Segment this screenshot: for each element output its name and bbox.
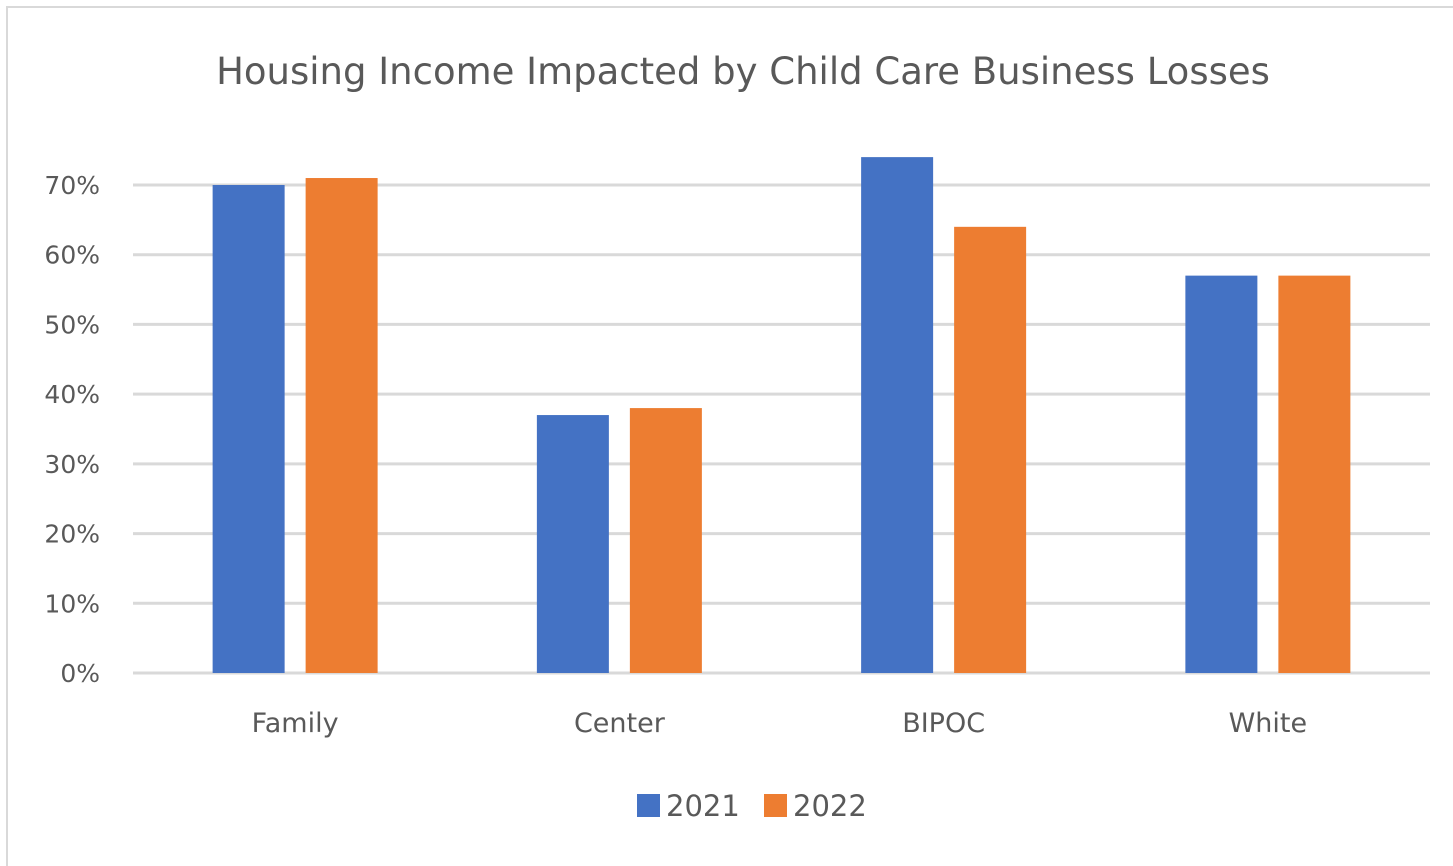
y-tick-label: 50% <box>44 310 100 339</box>
y-tick-label: 70% <box>44 171 100 200</box>
legend: 2021 2022 <box>637 789 867 823</box>
bar-family-2022 <box>305 178 378 673</box>
legend-label-2022: 2022 <box>793 789 867 823</box>
x-category-label: BIPOC <box>902 708 985 739</box>
y-tick-label: 40% <box>44 380 100 409</box>
y-axis-ticks: 0% 10% 20% 30% 40% 50% 60% 70% <box>44 171 100 688</box>
x-category-label: White <box>1229 708 1308 739</box>
legend-label-2021: 2021 <box>666 789 740 823</box>
y-tick-label: 10% <box>44 589 100 618</box>
x-category-label: Family <box>252 708 339 739</box>
y-tick-label: 30% <box>44 450 100 479</box>
y-tick-label: 0% <box>60 659 100 688</box>
bars <box>212 157 1351 674</box>
x-category-label: Center <box>574 708 666 739</box>
y-tick-label: 20% <box>44 520 100 549</box>
bar-white-2022 <box>1278 275 1351 673</box>
bar-bipoc-2022 <box>954 226 1027 674</box>
bar-bipoc-2021 <box>861 157 934 674</box>
chart-title: Housing Income Impacted by Child Care Bu… <box>216 50 1270 93</box>
legend-swatch-2022 <box>764 794 787 817</box>
bar-family-2021 <box>212 185 285 673</box>
bar-center-2021 <box>536 415 609 673</box>
y-tick-label: 60% <box>44 241 100 270</box>
bar-center-2022 <box>629 408 702 673</box>
legend-swatch-2021 <box>637 794 660 817</box>
x-axis-categories: Family Center BIPOC White <box>252 708 1307 739</box>
bar-white-2021 <box>1185 275 1258 673</box>
